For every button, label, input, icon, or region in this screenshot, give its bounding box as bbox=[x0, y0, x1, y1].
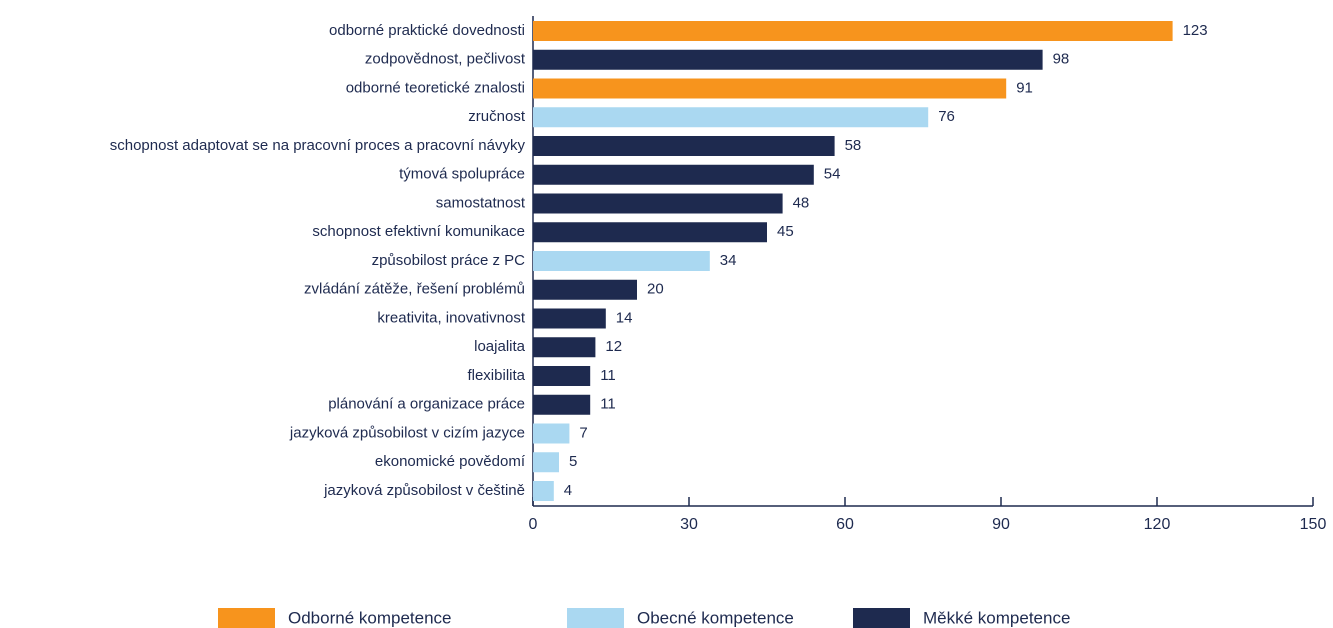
bar bbox=[533, 49, 1043, 70]
x-tick-label: 60 bbox=[836, 516, 854, 533]
x-tick-label: 90 bbox=[992, 516, 1010, 533]
bar bbox=[533, 394, 591, 415]
bar bbox=[533, 222, 767, 243]
y-tick-label: schopnost efektivní komunikace bbox=[312, 223, 525, 240]
legend-label: Obecné kompetence bbox=[637, 608, 794, 627]
x-tick-label: 150 bbox=[1300, 516, 1327, 533]
value-label: 11 bbox=[600, 396, 616, 413]
y-tick-label: zodpovědnost, pečlivost bbox=[365, 51, 526, 68]
value-label: 54 bbox=[824, 166, 841, 183]
x-tick-label: 0 bbox=[529, 516, 538, 533]
y-tick-label: jazyková způsobilost v češtině bbox=[323, 482, 525, 499]
y-tick-label: zvládání zátěže, řešení problémů bbox=[304, 281, 525, 298]
bar bbox=[533, 481, 554, 501]
value-label: 20 bbox=[647, 281, 664, 298]
bar bbox=[533, 279, 637, 300]
value-label: 58 bbox=[845, 137, 862, 154]
y-tick-label: ekonomické povědomí bbox=[375, 453, 526, 470]
bar bbox=[533, 21, 1173, 41]
bar bbox=[533, 366, 591, 386]
bar bbox=[533, 423, 570, 444]
bar bbox=[533, 136, 835, 156]
y-tick-label: kreativita, inovativnost bbox=[377, 309, 525, 326]
legend-swatch bbox=[853, 608, 910, 628]
legend-swatch bbox=[218, 608, 275, 628]
y-tick-label: samostatnost bbox=[436, 194, 526, 211]
value-label: 34 bbox=[720, 252, 737, 269]
bar bbox=[533, 193, 783, 214]
bar bbox=[533, 452, 559, 473]
legend-label: Odborné kompetence bbox=[288, 608, 452, 627]
y-tick-label: zručnost bbox=[468, 108, 526, 125]
value-label: 98 bbox=[1053, 51, 1070, 68]
value-label: 14 bbox=[616, 309, 633, 326]
legend-label: Měkké kompetence bbox=[923, 608, 1070, 627]
y-tick-label: jazyková způsobilost v cizím jazyce bbox=[289, 424, 525, 441]
y-tick-label: schopnost adaptovat se na pracovní proce… bbox=[110, 137, 526, 154]
value-label: 123 bbox=[1183, 22, 1208, 39]
bar bbox=[533, 164, 814, 185]
y-tick-label: týmová spolupráce bbox=[399, 166, 525, 183]
x-tick-label: 120 bbox=[1144, 516, 1171, 533]
y-tick-label: loajalita bbox=[474, 338, 526, 355]
y-tick-label: odborné praktické dovednosti bbox=[329, 22, 525, 39]
value-label: 45 bbox=[777, 223, 794, 240]
bar bbox=[533, 251, 710, 271]
value-label: 91 bbox=[1016, 79, 1033, 96]
value-label: 4 bbox=[564, 482, 572, 499]
value-label: 7 bbox=[579, 424, 587, 441]
y-tick-label: způsobilost práce z PC bbox=[372, 252, 526, 269]
y-tick-label: flexibilita bbox=[467, 367, 525, 384]
value-label: 76 bbox=[938, 108, 955, 125]
value-label: 48 bbox=[793, 194, 810, 211]
legend-swatch bbox=[567, 608, 624, 628]
bar bbox=[533, 107, 929, 128]
bar bbox=[533, 337, 596, 358]
y-tick-label: odborné teoretické znalosti bbox=[346, 79, 525, 96]
y-tick-label: plánování a organizace práce bbox=[328, 396, 525, 413]
value-label: 12 bbox=[605, 338, 622, 355]
bar bbox=[533, 308, 606, 329]
value-label: 11 bbox=[600, 367, 616, 384]
x-tick-label: 30 bbox=[680, 516, 698, 533]
bar bbox=[533, 78, 1007, 99]
value-label: 5 bbox=[569, 453, 577, 470]
